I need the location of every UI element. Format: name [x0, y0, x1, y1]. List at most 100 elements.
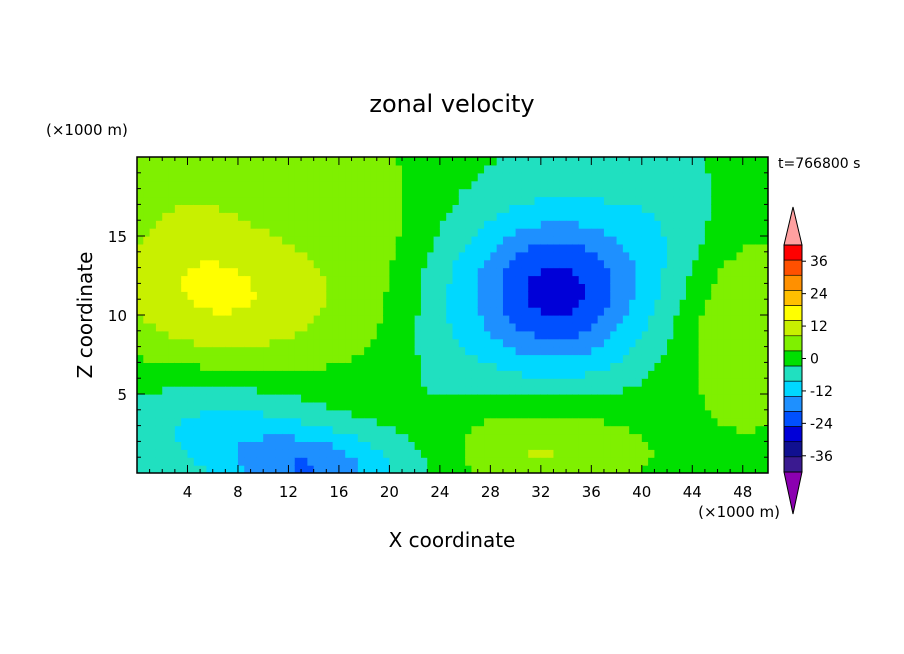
field-cell	[591, 267, 599, 277]
field-cell	[174, 330, 182, 340]
field-cell	[389, 409, 397, 419]
field-cell	[484, 299, 491, 308]
field-cell	[698, 212, 706, 221]
field-cell	[357, 409, 365, 419]
field-cell	[667, 157, 674, 166]
field-cell	[679, 465, 687, 473]
field-cell	[414, 188, 422, 198]
field-cell	[433, 386, 441, 395]
field-cell	[231, 465, 239, 473]
field-cell	[313, 362, 321, 371]
field-cell	[471, 220, 479, 229]
field-cell	[345, 283, 353, 292]
field-cell	[200, 322, 208, 332]
field-cell	[414, 386, 422, 395]
field-cell	[692, 180, 700, 190]
field-cell	[635, 441, 643, 450]
field-cell	[301, 449, 308, 458]
field-cell	[742, 283, 750, 292]
field-cell	[761, 299, 768, 308]
field-cell	[237, 204, 245, 213]
field-cell	[200, 354, 208, 363]
field-cell	[585, 251, 592, 261]
field-cell	[465, 465, 473, 473]
field-cell	[547, 394, 555, 403]
field-cell	[528, 465, 536, 473]
field-cell	[414, 259, 422, 269]
field-cell	[383, 330, 390, 340]
field-cell	[244, 243, 252, 253]
field-cell	[484, 188, 491, 198]
field-cell	[269, 299, 277, 308]
field-cell	[275, 370, 283, 379]
field-cell	[162, 172, 170, 182]
field-cell	[439, 291, 447, 300]
field-cell	[572, 196, 580, 205]
field-cell	[528, 449, 536, 458]
field-cell	[433, 457, 441, 466]
field-cell	[212, 172, 220, 182]
field-cell	[237, 228, 245, 237]
field-cell	[137, 164, 144, 174]
field-cell	[547, 370, 555, 379]
field-cell	[749, 370, 756, 379]
field-cell	[521, 401, 529, 411]
field-cell	[484, 164, 491, 174]
field-cell	[496, 243, 504, 253]
field-cell	[383, 346, 390, 356]
field-cell	[496, 164, 504, 174]
field-cell	[313, 275, 321, 284]
field-cell	[742, 157, 750, 166]
field-cell	[730, 417, 738, 427]
field-cell	[439, 457, 447, 466]
field-cell	[490, 236, 498, 245]
field-cell	[698, 315, 706, 324]
field-cell	[420, 362, 428, 371]
field-cell	[427, 330, 435, 340]
field-cell	[237, 315, 245, 324]
field-cell	[673, 267, 681, 277]
field-cell	[641, 259, 649, 269]
field-cell	[723, 212, 731, 221]
field-cell	[717, 204, 725, 213]
field-cell	[685, 433, 693, 442]
field-cell	[332, 441, 340, 450]
field-cell	[231, 299, 239, 308]
field-cell	[402, 291, 409, 300]
field-cell	[597, 315, 605, 324]
field-cell	[395, 417, 403, 427]
field-cell	[187, 362, 195, 371]
field-cell	[629, 465, 637, 473]
field-cell	[288, 243, 296, 253]
field-cell	[667, 322, 674, 332]
field-cell	[755, 362, 763, 371]
field-cell	[162, 394, 170, 403]
field-cell	[692, 433, 700, 442]
field-cell	[622, 465, 630, 473]
field-cell	[755, 299, 763, 308]
field-cell	[629, 180, 637, 190]
field-cell	[155, 204, 163, 213]
field-cell	[547, 378, 555, 387]
field-cell	[402, 425, 409, 435]
field-cell	[307, 370, 315, 379]
field-cell	[559, 370, 567, 379]
field-cell	[736, 409, 744, 419]
field-cell	[534, 409, 542, 419]
field-cell	[402, 220, 409, 229]
field-cell	[730, 220, 738, 229]
field-cell	[496, 172, 504, 182]
field-cell	[143, 228, 151, 237]
field-cell	[597, 449, 605, 458]
field-cell	[389, 275, 397, 284]
field-cell	[685, 196, 693, 205]
field-cell	[389, 441, 397, 450]
field-cell	[692, 322, 700, 332]
field-cell	[591, 291, 599, 300]
field-cell	[603, 275, 611, 284]
field-cell	[540, 322, 548, 332]
field-cell	[301, 243, 308, 253]
field-cell	[730, 386, 738, 395]
field-cell	[742, 236, 750, 245]
field-cell	[193, 236, 201, 245]
